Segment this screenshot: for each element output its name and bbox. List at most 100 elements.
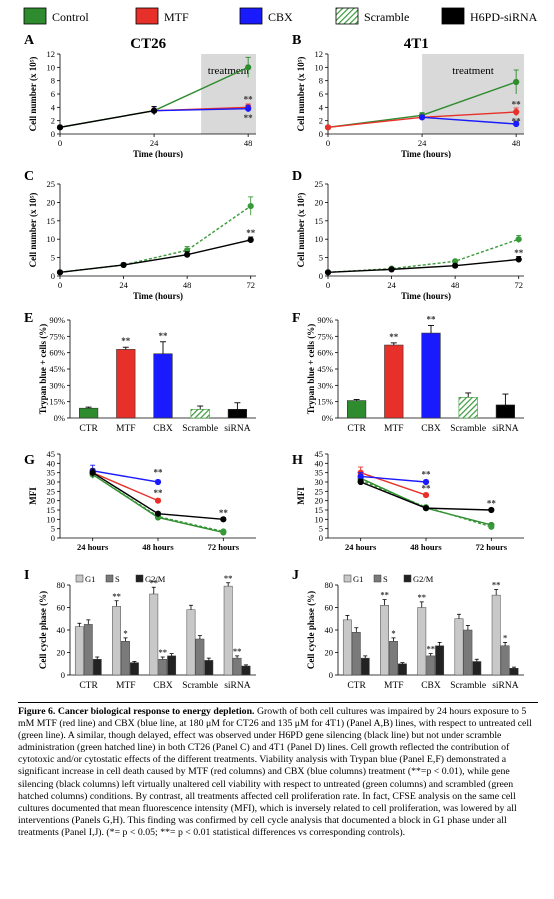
bar-ctr	[347, 400, 367, 419]
significance-mark: **	[158, 647, 167, 657]
significance-mark: **	[244, 94, 254, 104]
y-tick-label: 40	[315, 458, 324, 468]
significance-mark: **	[112, 591, 121, 601]
legend-label-g1: G1	[353, 574, 363, 584]
x-tick-label: 72 hours	[476, 542, 508, 552]
y-tick-label: 0	[319, 533, 323, 543]
bar-scramble-g2m	[472, 661, 482, 676]
legend-swatch-control	[23, 7, 47, 25]
data-point	[418, 114, 426, 121]
bar-cbx	[153, 353, 173, 419]
bar-scramble-g1	[454, 618, 464, 676]
y-tick-label: 20	[315, 197, 324, 207]
y-tick-label: 30	[315, 477, 324, 487]
bar-ctr-g1	[74, 626, 84, 676]
significance-mark: **	[422, 470, 432, 480]
significance-mark: **	[150, 577, 159, 587]
data-point	[120, 261, 127, 269]
x-tick-label: 48 hours	[410, 542, 442, 552]
panel-letter: J	[292, 568, 299, 583]
data-point	[184, 251, 191, 258]
y-axis-label: Cell number (x 10⁵)	[28, 193, 38, 268]
significance-mark: **	[154, 468, 164, 478]
y-tick-label: 8	[319, 76, 323, 86]
bar-ctr	[79, 407, 99, 419]
data-point	[357, 473, 364, 480]
y-tick-label: 10	[315, 62, 324, 72]
y-tick-label: 25	[315, 179, 324, 189]
panel-letter: B	[292, 33, 301, 48]
y-tick-label: 10	[315, 234, 324, 244]
x-tick-label: 24	[418, 138, 427, 148]
y-tick-label: 15%	[49, 397, 65, 407]
bar-ctr-s	[83, 624, 93, 676]
y-tick-label: 45%	[49, 364, 65, 374]
bar-sirna-s	[232, 657, 242, 676]
x-tick-label: siRNA	[492, 681, 519, 691]
bar-cbx-s	[158, 659, 168, 676]
y-tick-label: 0	[51, 533, 55, 543]
legend-swatch-cbx	[239, 7, 263, 25]
y-tick-label: 0	[51, 271, 55, 281]
bar-scramble	[458, 397, 478, 419]
y-tick-label: 60%	[49, 348, 65, 358]
x-tick-label: CTR	[79, 681, 98, 691]
data-point	[452, 262, 459, 269]
legend-swatch-g1	[75, 574, 84, 583]
y-tick-label: 75%	[317, 331, 333, 341]
legend-label-h6pd-sirna: H6PD-siRNA	[470, 10, 538, 24]
series-line-cbx	[360, 475, 427, 483]
series-line-cbx	[154, 107, 249, 112]
bar-cbx-g2m	[167, 655, 177, 676]
panel-C: C 0 5 10 15 20 25 0 24 48 72 Time (hours) Cell numbe…	[24, 169, 256, 301]
data-point	[56, 124, 64, 131]
y-tick-label: 20	[325, 648, 334, 658]
bar-mtf	[116, 349, 136, 419]
bar-sirna-g2m	[241, 665, 251, 676]
legend-swatch-scramble	[335, 7, 359, 25]
series-line-h6pd-sirna	[59, 239, 251, 274]
x-axis-label: Time (hours)	[133, 149, 183, 158]
x-tick-label: MTF	[384, 681, 404, 691]
caption-heading: Figure 6.	[18, 706, 56, 717]
y-tick-label: 30%	[49, 380, 65, 390]
data-point	[89, 469, 96, 476]
bar-cbx-g2m	[435, 645, 445, 676]
y-axis-label: Trypan blue + cells (%)	[38, 324, 48, 414]
y-tick-label: 60	[57, 603, 66, 613]
significance-mark: **	[246, 228, 256, 238]
x-tick-label: CBX	[153, 424, 173, 434]
data-point	[422, 478, 430, 486]
data-point	[220, 528, 227, 535]
y-tick-label: 8	[51, 76, 55, 86]
x-tick-label: 0	[326, 280, 330, 290]
significance-mark: **	[159, 331, 169, 341]
y-tick-label: 45	[47, 450, 56, 459]
legend-label-cbx: CBX	[268, 10, 293, 24]
x-tick-label: 48 hours	[142, 542, 174, 552]
significance-mark: **	[514, 248, 524, 258]
y-axis-label: Cell number (x 10⁵)	[296, 57, 306, 132]
x-tick-label: 48	[183, 280, 192, 290]
bar-mtf	[384, 344, 404, 419]
y-tick-label: 90%	[49, 315, 65, 325]
significance-mark: **	[426, 644, 435, 654]
legend-label-mtf: MTF	[164, 10, 189, 24]
y-tick-label: 15	[47, 216, 56, 226]
y-axis-label: Cell cycle phase (%)	[38, 591, 48, 669]
significance-mark: **	[512, 116, 522, 126]
y-tick-label: 25	[315, 486, 324, 496]
bar-mtf-g2m	[130, 662, 139, 676]
y-tick-label: 0	[51, 129, 55, 139]
x-tick-label: CBX	[153, 681, 173, 691]
y-tick-label: 90%	[317, 315, 333, 325]
x-tick-label: 24 hours	[77, 542, 109, 552]
significance-mark: **	[233, 646, 242, 656]
data-point	[220, 516, 227, 523]
panel-letter: G	[24, 453, 35, 468]
legend-label-g2m: G2/M	[145, 574, 166, 584]
y-tick-label: 12	[47, 49, 56, 59]
